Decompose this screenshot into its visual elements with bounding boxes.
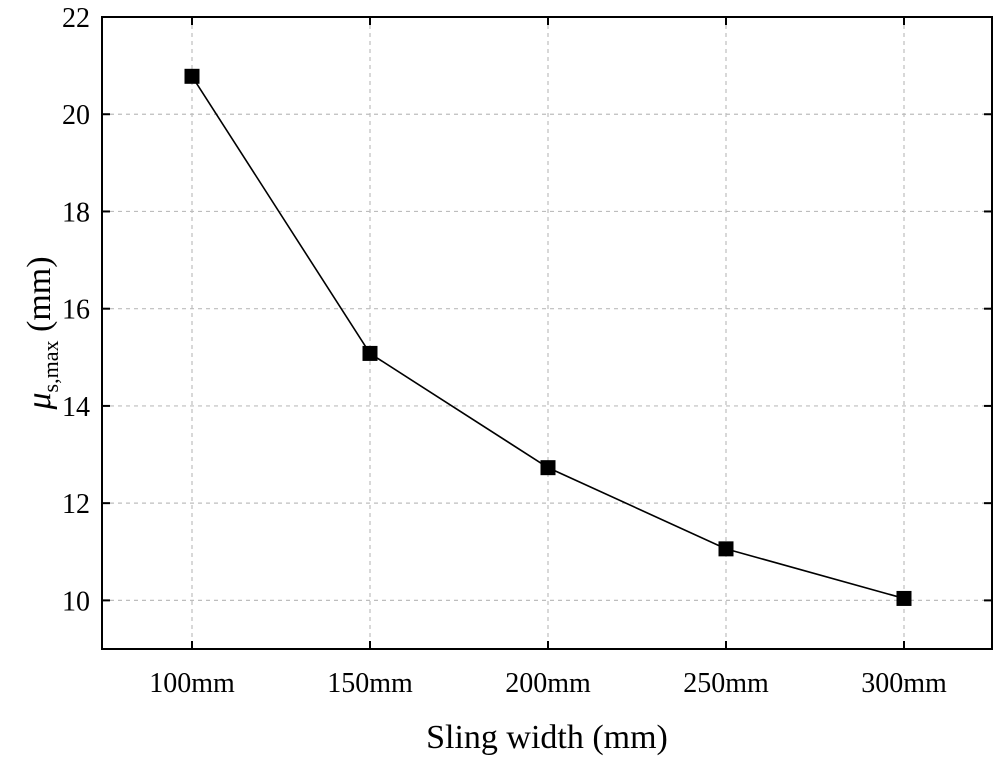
x-axis-title: Sling width (mm) <box>426 719 668 756</box>
x-tick-labels: 100mm 150mm 200mm 250mm 300mm <box>149 668 947 699</box>
y-tick-label: 16 <box>62 295 90 326</box>
data-point-marker <box>896 590 912 606</box>
data-series <box>184 68 912 606</box>
x-tick-label: 200mm <box>505 668 591 699</box>
axis-ticks <box>102 16 992 649</box>
grid-lines <box>102 17 992 649</box>
y-axis-title: μs,max (mm) <box>21 256 63 410</box>
y-axis-unit: (mm) <box>21 256 58 340</box>
y-tick-label: 20 <box>62 100 90 131</box>
data-point-marker <box>184 68 200 84</box>
y-tick-label: 22 <box>62 3 90 34</box>
data-point-marker <box>540 460 556 476</box>
x-tick-label: 300mm <box>861 668 947 699</box>
y-axis-symbol: μ <box>21 392 58 410</box>
x-tick-label: 100mm <box>149 668 235 699</box>
y-tick-label: 10 <box>62 586 90 617</box>
x-tick-label: 150mm <box>327 668 413 699</box>
y-tick-label: 18 <box>62 197 90 228</box>
x-tick-label: 250mm <box>683 668 769 699</box>
y-tick-labels: 10 12 14 16 18 20 22 <box>62 3 90 617</box>
plot-frame <box>101 16 993 650</box>
data-point-marker <box>362 345 378 361</box>
y-tick-label: 14 <box>62 392 90 423</box>
data-point-marker <box>718 541 734 557</box>
y-axis-subscript: s,max <box>38 341 63 393</box>
y-tick-label: 12 <box>62 489 90 520</box>
